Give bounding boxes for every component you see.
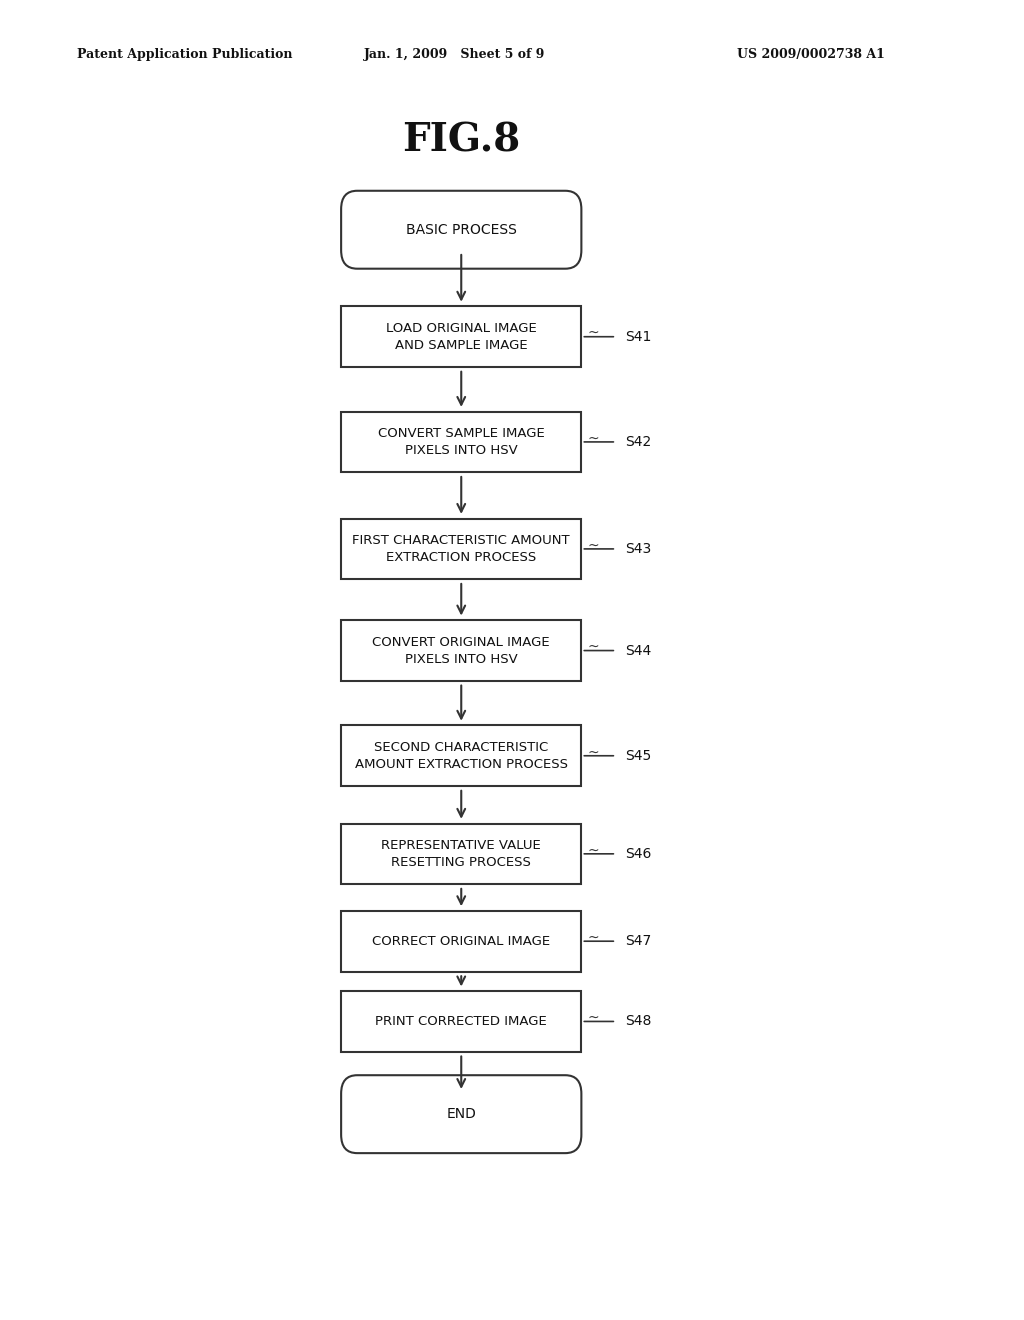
Text: ~: ~ bbox=[588, 746, 599, 759]
Text: S45: S45 bbox=[626, 748, 652, 763]
FancyBboxPatch shape bbox=[341, 1076, 582, 1154]
Text: ~: ~ bbox=[588, 539, 599, 552]
Text: US 2009/0002738 A1: US 2009/0002738 A1 bbox=[737, 48, 885, 61]
Text: Jan. 1, 2009   Sheet 5 of 9: Jan. 1, 2009 Sheet 5 of 9 bbox=[364, 48, 545, 61]
Text: ~: ~ bbox=[588, 931, 599, 945]
Bar bbox=[341, 620, 582, 681]
Text: S44: S44 bbox=[626, 644, 652, 657]
Bar bbox=[341, 519, 582, 579]
Bar bbox=[341, 412, 582, 473]
Text: FIG.8: FIG.8 bbox=[402, 121, 520, 160]
Bar bbox=[341, 824, 582, 884]
Text: SECOND CHARACTERISTIC
AMOUNT EXTRACTION PROCESS: SECOND CHARACTERISTIC AMOUNT EXTRACTION … bbox=[354, 741, 567, 771]
Bar bbox=[341, 306, 582, 367]
Text: ~: ~ bbox=[588, 843, 599, 857]
Text: S48: S48 bbox=[626, 1015, 652, 1028]
Text: REPRESENTATIVE VALUE
RESETTING PROCESS: REPRESENTATIVE VALUE RESETTING PROCESS bbox=[381, 838, 541, 869]
Text: FIRST CHARACTERISTIC AMOUNT
EXTRACTION PROCESS: FIRST CHARACTERISTIC AMOUNT EXTRACTION P… bbox=[352, 533, 570, 564]
Text: S41: S41 bbox=[626, 330, 652, 343]
Bar bbox=[341, 726, 582, 787]
Text: S43: S43 bbox=[626, 543, 652, 556]
FancyBboxPatch shape bbox=[341, 191, 582, 269]
Text: CONVERT ORIGINAL IMAGE
PIXELS INTO HSV: CONVERT ORIGINAL IMAGE PIXELS INTO HSV bbox=[373, 635, 550, 665]
Text: ~: ~ bbox=[588, 640, 599, 653]
Text: ~: ~ bbox=[588, 432, 599, 445]
Text: BASIC PROCESS: BASIC PROCESS bbox=[406, 223, 517, 236]
Text: Patent Application Publication: Patent Application Publication bbox=[77, 48, 292, 61]
Bar bbox=[341, 911, 582, 972]
Text: LOAD ORIGINAL IMAGE
AND SAMPLE IMAGE: LOAD ORIGINAL IMAGE AND SAMPLE IMAGE bbox=[386, 322, 537, 351]
Text: ~: ~ bbox=[588, 1011, 599, 1024]
Text: S42: S42 bbox=[626, 434, 652, 449]
Text: END: END bbox=[446, 1107, 476, 1121]
Bar bbox=[341, 991, 582, 1052]
Text: S47: S47 bbox=[626, 935, 652, 948]
Text: CORRECT ORIGINAL IMAGE: CORRECT ORIGINAL IMAGE bbox=[372, 935, 550, 948]
Text: CONVERT SAMPLE IMAGE
PIXELS INTO HSV: CONVERT SAMPLE IMAGE PIXELS INTO HSV bbox=[378, 426, 545, 457]
Text: ~: ~ bbox=[588, 326, 599, 341]
Text: PRINT CORRECTED IMAGE: PRINT CORRECTED IMAGE bbox=[376, 1015, 547, 1028]
Text: S46: S46 bbox=[626, 847, 652, 861]
